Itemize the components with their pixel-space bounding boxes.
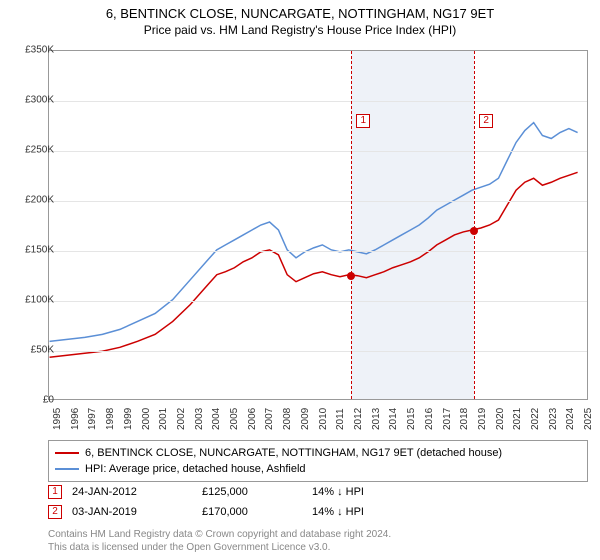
x-tick-label: 2008 bbox=[282, 408, 293, 430]
x-tick-label: 1997 bbox=[87, 408, 98, 430]
x-tick-label: 2000 bbox=[141, 408, 152, 430]
x-tick-label: 2003 bbox=[194, 408, 205, 430]
x-tick-label: 2015 bbox=[406, 408, 417, 430]
row-diff: 14% ↓ HPI bbox=[312, 506, 432, 518]
x-tick-label: 2019 bbox=[477, 408, 488, 430]
x-tick-label: 2011 bbox=[335, 408, 346, 430]
x-tick-label: 2013 bbox=[371, 408, 382, 430]
x-tick-label: 1995 bbox=[52, 408, 63, 430]
row-price: £170,000 bbox=[202, 506, 302, 518]
gridline bbox=[49, 201, 587, 202]
y-tick-label: £200K bbox=[25, 195, 54, 206]
gridline bbox=[49, 351, 587, 352]
row-diff: 14% ↓ HPI bbox=[312, 486, 432, 498]
legend-item: 6, BENTINCK CLOSE, NUNCARGATE, NOTTINGHA… bbox=[55, 445, 581, 461]
y-tick-label: £300K bbox=[25, 95, 54, 106]
sale-point bbox=[347, 272, 355, 280]
x-tick-label: 1996 bbox=[70, 408, 81, 430]
row-date: 24-JAN-2012 bbox=[72, 486, 192, 498]
transactions-table: 1 24-JAN-2012 £125,000 14% ↓ HPI 2 03-JAN-201… bbox=[48, 482, 588, 522]
row-marker: 2 bbox=[48, 505, 62, 519]
x-tick-label: 2005 bbox=[229, 408, 240, 430]
y-tick-label: £0 bbox=[43, 395, 54, 406]
chart-title: 6, BENTINCK CLOSE, NUNCARGATE, NOTTINGHA… bbox=[0, 0, 600, 21]
x-tick-label: 2010 bbox=[318, 408, 329, 430]
line-series-svg bbox=[49, 51, 587, 399]
x-tick-label: 2025 bbox=[583, 408, 594, 430]
marker-vline bbox=[474, 51, 475, 399]
x-tick-label: 1998 bbox=[105, 408, 116, 430]
x-tick-label: 2014 bbox=[388, 408, 399, 430]
x-tick-label: 2012 bbox=[353, 408, 364, 430]
legend-item: HPI: Average price, detached house, Ashf… bbox=[55, 461, 581, 477]
x-tick-label: 2017 bbox=[442, 408, 453, 430]
series-hpi bbox=[50, 123, 578, 342]
x-tick-label: 2023 bbox=[548, 408, 559, 430]
footer-line-2: This data is licensed under the Open Gov… bbox=[48, 541, 588, 554]
table-row: 2 03-JAN-2019 £170,000 14% ↓ HPI bbox=[48, 502, 588, 522]
x-tick-label: 2004 bbox=[211, 408, 222, 430]
gridline bbox=[49, 101, 587, 102]
chart-subtitle: Price paid vs. HM Land Registry's House … bbox=[0, 21, 600, 41]
x-tick-label: 2007 bbox=[264, 408, 275, 430]
y-tick-label: £350K bbox=[25, 45, 54, 56]
footer-line-1: Contains HM Land Registry data © Crown c… bbox=[48, 528, 588, 541]
inline-marker: 2 bbox=[479, 114, 493, 128]
x-tick-label: 2018 bbox=[459, 408, 470, 430]
x-tick-label: 2009 bbox=[300, 408, 311, 430]
x-tick-label: 2021 bbox=[512, 408, 523, 430]
y-tick-label: £250K bbox=[25, 145, 54, 156]
legend: 6, BENTINCK CLOSE, NUNCARGATE, NOTTINGHA… bbox=[48, 440, 588, 482]
x-tick-label: 2001 bbox=[158, 408, 169, 430]
gridline bbox=[49, 251, 587, 252]
gridline bbox=[49, 151, 587, 152]
row-marker: 1 bbox=[48, 485, 62, 499]
x-tick-label: 2022 bbox=[530, 408, 541, 430]
x-tick-label: 1999 bbox=[123, 408, 134, 430]
plot-area: 12 bbox=[48, 50, 588, 400]
y-tick-label: £150K bbox=[25, 245, 54, 256]
inline-marker: 1 bbox=[356, 114, 370, 128]
sale-point bbox=[470, 227, 478, 235]
legend-label: 6, BENTINCK CLOSE, NUNCARGATE, NOTTINGHA… bbox=[85, 447, 502, 459]
x-tick-label: 2016 bbox=[424, 408, 435, 430]
y-tick-label: £100K bbox=[25, 295, 54, 306]
x-tick-label: 2002 bbox=[176, 408, 187, 430]
legend-swatch bbox=[55, 468, 79, 470]
x-tick-label: 2020 bbox=[495, 408, 506, 430]
footer: Contains HM Land Registry data © Crown c… bbox=[48, 528, 588, 554]
x-tick-label: 2024 bbox=[565, 408, 576, 430]
table-row: 1 24-JAN-2012 £125,000 14% ↓ HPI bbox=[48, 482, 588, 502]
marker-vline bbox=[351, 51, 352, 399]
row-date: 03-JAN-2019 bbox=[72, 506, 192, 518]
chart-container: 6, BENTINCK CLOSE, NUNCARGATE, NOTTINGHA… bbox=[0, 0, 600, 560]
x-tick-label: 2006 bbox=[247, 408, 258, 430]
legend-swatch bbox=[55, 452, 79, 454]
row-price: £125,000 bbox=[202, 486, 302, 498]
gridline bbox=[49, 301, 587, 302]
legend-label: HPI: Average price, detached house, Ashf… bbox=[85, 463, 306, 475]
y-tick-label: £50K bbox=[31, 345, 54, 356]
